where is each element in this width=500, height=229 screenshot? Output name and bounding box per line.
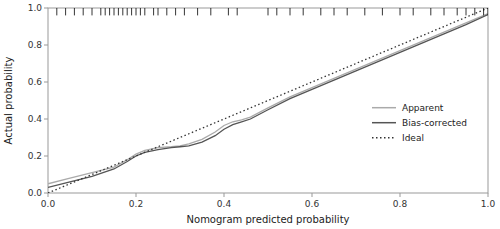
y-tick-label: 0.8 (28, 40, 43, 50)
x-tick-label: 0.8 (393, 199, 408, 209)
rug-mark (430, 8, 431, 15)
y-axis-label: Actual probability (3, 56, 14, 144)
rug-mark (109, 8, 110, 15)
rug-mark (144, 8, 145, 15)
rug-mark (65, 8, 66, 15)
y-tick-label: 1.0 (28, 3, 43, 13)
legend-swatch (372, 122, 396, 124)
rug-mark (347, 8, 348, 15)
legend-label: Ideal (402, 133, 424, 143)
x-tick (48, 193, 49, 197)
x-tick (312, 193, 313, 197)
legend-label: Apparent (402, 103, 444, 113)
rug-mark (364, 8, 365, 15)
y-tick (44, 8, 48, 9)
rug-mark (197, 8, 198, 15)
rug-mark (175, 8, 176, 15)
rug-mark (136, 8, 137, 15)
legend-swatch (372, 107, 396, 109)
x-tick-label: 0.4 (217, 199, 232, 209)
x-tick (224, 193, 225, 197)
rug-mark (114, 8, 115, 15)
rug-mark (483, 8, 484, 15)
x-tick (488, 193, 489, 197)
x-tick-label: 0.2 (129, 199, 143, 209)
series-line (48, 14, 488, 187)
plot-area (48, 8, 488, 193)
rug-mark (184, 8, 185, 15)
rug-mark (127, 8, 128, 15)
legend: Apparent Bias-corrected Ideal (372, 103, 467, 143)
x-tick-label: 0.6 (305, 199, 320, 209)
rug-mark (228, 8, 229, 15)
legend-label: Bias-corrected (402, 118, 467, 128)
y-tick (44, 193, 48, 194)
plot-frame (48, 8, 488, 193)
rug-mark (210, 8, 211, 15)
rug-mark (140, 8, 141, 15)
axes: 0.0 0.2 0.4 0.6 0.8 1.0 0.0 0.2 0.4 0.6 0.8 1.0 (28, 3, 496, 209)
rug-mark (153, 8, 154, 15)
rug-mark (457, 8, 458, 15)
rug-mark (105, 8, 106, 15)
y-tick-label: 0.6 (28, 77, 43, 87)
rug-mark (444, 8, 445, 15)
rug-mark (158, 8, 159, 15)
rug-mark (382, 8, 383, 15)
y-tick-label: 0.2 (28, 151, 42, 161)
rug-mark (466, 8, 467, 15)
rug-mark (56, 8, 57, 15)
legend-swatch (372, 137, 396, 139)
y-tick (44, 119, 48, 120)
rug-mark (122, 8, 123, 15)
y-tick (44, 156, 48, 157)
rug-mark (92, 8, 93, 15)
chart: 0.0 0.2 0.4 0.6 0.8 1.0 0.0 0.2 0.4 0.6 0.8 1.0 Nomo… (0, 0, 500, 229)
rug-mark (276, 8, 277, 15)
rug-mark (131, 8, 132, 15)
y-tick (44, 45, 48, 46)
x-tick-label: 0.0 (41, 199, 56, 209)
rug-mark (400, 8, 401, 15)
rug-mark (118, 8, 119, 15)
rug-mark (83, 8, 84, 15)
rug-mark (303, 8, 304, 15)
series-line (48, 14, 488, 184)
x-tick (136, 193, 137, 197)
x-tick-label: 1.0 (481, 199, 496, 209)
rug-mark (166, 8, 167, 15)
rug-mark (488, 8, 489, 15)
y-tick-label: 0.4 (28, 114, 43, 124)
rug-mark (237, 8, 238, 15)
rug-mark (320, 8, 321, 15)
series-line (48, 8, 488, 193)
rug-mark (100, 8, 101, 15)
rug-mark (74, 8, 75, 15)
rug-mark (268, 8, 269, 15)
x-axis-label: Nomogram predicted probability (187, 214, 350, 225)
rug-mark (413, 8, 414, 15)
y-tick (44, 82, 48, 83)
rug-mark (474, 8, 475, 15)
y-tick-label: 0.0 (28, 188, 43, 198)
x-tick (400, 193, 401, 197)
rug-mark (334, 8, 335, 15)
rug-mark (290, 8, 291, 15)
